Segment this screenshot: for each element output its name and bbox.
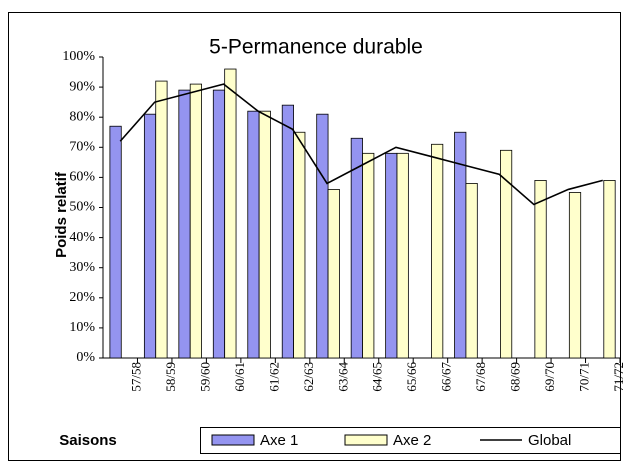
bar (293, 131, 306, 359)
x-tick-label: 64/65 (370, 362, 385, 392)
bar (350, 137, 363, 359)
bar (178, 89, 191, 359)
legend (200, 427, 621, 454)
x-tick-label: 65/66 (404, 362, 419, 392)
bar (316, 113, 329, 359)
x-tick-label: 67/68 (473, 362, 488, 392)
x-tick-label: 58/59 (163, 362, 178, 392)
x-tick-label: 68/69 (508, 362, 523, 392)
x-tick-label: 69/70 (542, 362, 557, 392)
y-tick-label: 10% (69, 320, 95, 335)
y-tick-label: 60% (69, 170, 95, 185)
x-tick-label: 57/58 (128, 362, 143, 392)
bar (281, 104, 295, 359)
line (119, 83, 603, 206)
x-tick-label: 60/61 (232, 362, 247, 392)
x-tick-label: 59/60 (197, 362, 212, 392)
bar (212, 89, 226, 359)
bar (109, 125, 122, 359)
legend-swatch (211, 434, 255, 446)
y-tick-label: 100% (62, 49, 95, 64)
bar (500, 149, 513, 359)
bar (247, 110, 260, 359)
y-tick-label: 70% (69, 140, 95, 155)
bar (534, 180, 547, 359)
bar (603, 180, 616, 359)
x-tick-label: 63/64 (335, 362, 350, 392)
bar (465, 183, 478, 359)
x-tick-label: 62/63 (301, 362, 316, 392)
y-axis-label: Poids relatif (53, 171, 70, 258)
chart-border (8, 12, 621, 461)
bar (362, 152, 375, 359)
bar (224, 68, 237, 359)
bar (258, 110, 271, 359)
bar (143, 113, 157, 359)
x-tick-label: 66/67 (439, 362, 454, 392)
y-tick-label: 50% (69, 200, 95, 215)
y-tick-label: 40% (69, 230, 95, 245)
y-tick-label: 30% (69, 260, 95, 275)
bar (327, 189, 340, 359)
bar (396, 152, 409, 359)
x-axis-label: Saisons (59, 432, 117, 449)
bar (189, 83, 202, 359)
bar (568, 192, 582, 359)
legend-label: Axe 2 (393, 432, 431, 449)
y-tick-label: 80% (69, 109, 95, 124)
x-tick-label: 71/72 (611, 362, 625, 392)
bar (454, 131, 467, 359)
y-tick-label: 90% (69, 79, 95, 94)
bar (431, 143, 444, 359)
legend-label: Axe 1 (260, 432, 298, 449)
legend-swatch (344, 434, 388, 446)
bar (385, 152, 398, 359)
y-tick-label: 0% (76, 350, 95, 365)
bar (155, 80, 168, 359)
x-tick-label: 70/71 (577, 362, 592, 392)
x-tick-label: 61/62 (266, 362, 281, 392)
chart-title: 5-Permanence durable (209, 36, 423, 59)
legend-label: Global (528, 432, 571, 449)
y-tick-label: 20% (69, 290, 95, 305)
